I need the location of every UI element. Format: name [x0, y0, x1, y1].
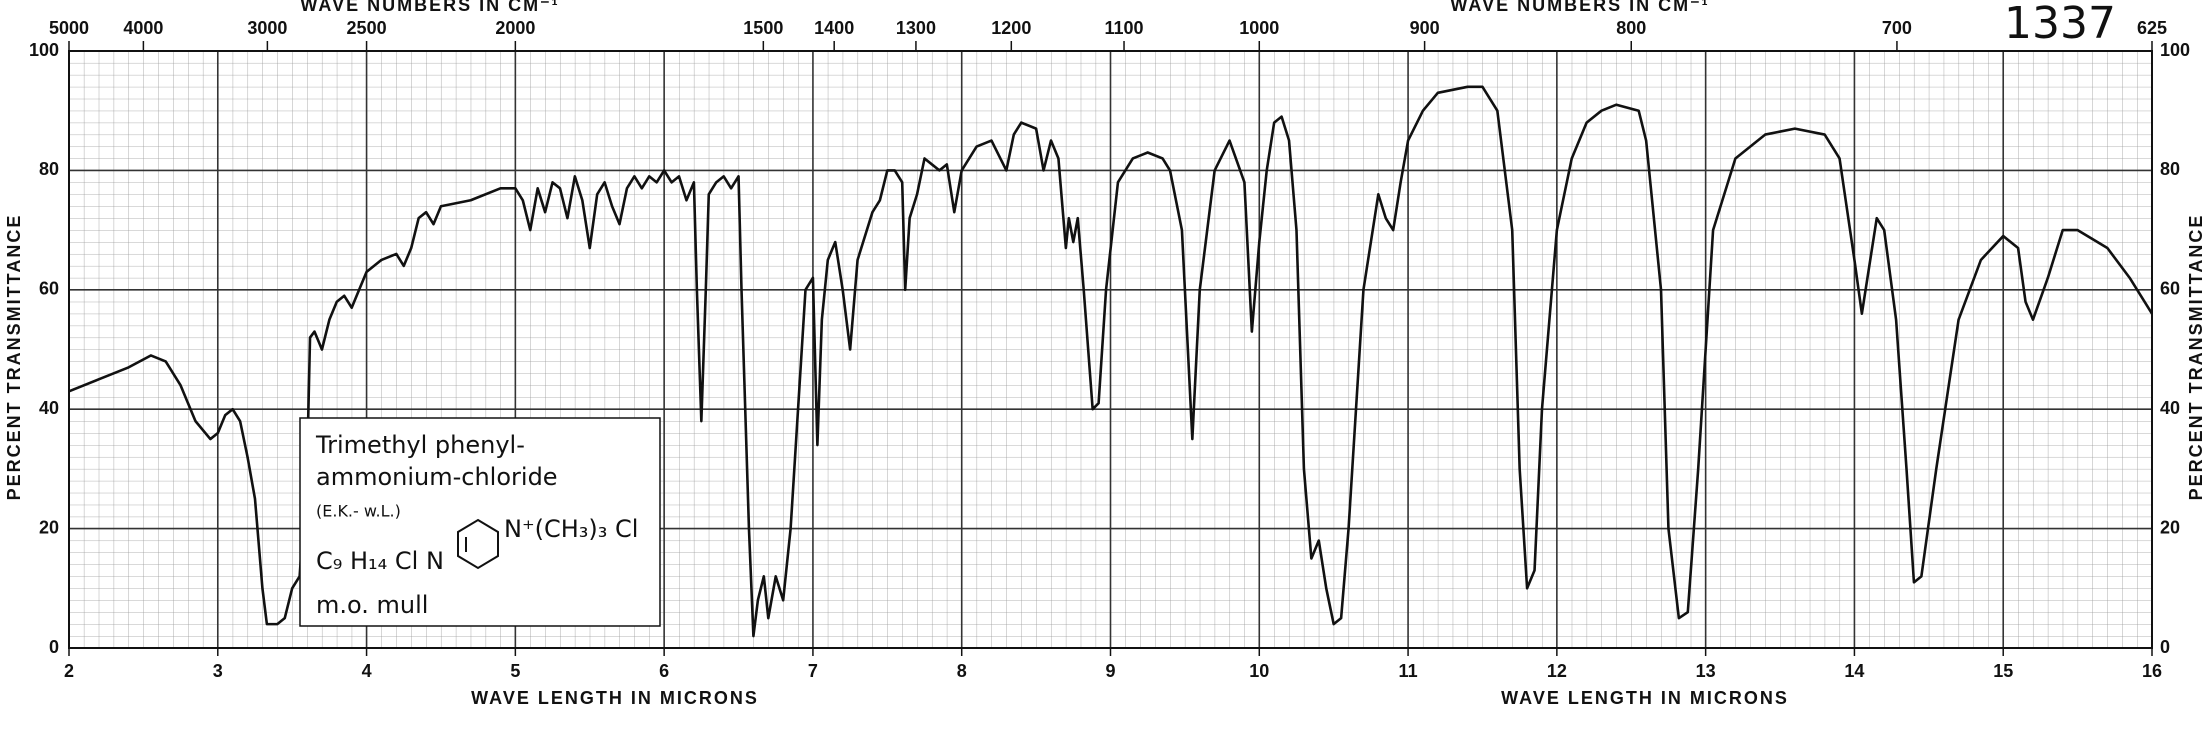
y-tick-label: 80 — [2160, 159, 2180, 179]
y-tick-label: 60 — [2160, 279, 2180, 299]
x2-tick-label: 625 — [2137, 18, 2167, 38]
y-tick-label: 60 — [39, 279, 59, 299]
x2-tick-label: 1200 — [991, 18, 1031, 38]
spectrum-line — [68, 85, 2154, 638]
annotation-frame — [299, 417, 661, 627]
x-tick-label: 7 — [808, 661, 818, 681]
x-axis-title: WAVE LENGTH IN MICRONS — [471, 688, 759, 708]
x2-tick-label: 1500 — [743, 18, 783, 38]
x2-tick-label: 1100 — [1104, 18, 1143, 38]
y-axis-title: PERCENT TRANSMITTANCE — [2186, 214, 2206, 501]
annotation: m.o. mull — [316, 591, 428, 619]
y-tick-label: 100 — [2160, 40, 2190, 60]
x2-tick-label: 1300 — [896, 18, 936, 38]
x-tick-label: 8 — [957, 661, 967, 681]
x-tick-label: 3 — [213, 661, 223, 681]
annotation: Trimethyl phenyl- — [315, 431, 525, 459]
y-tick-label: 80 — [39, 159, 59, 179]
x2-tick-label: 2000 — [495, 18, 535, 38]
x-tick-label: 4 — [362, 661, 372, 681]
x-tick-label: 2 — [64, 661, 74, 681]
x-tick-label: 10 — [1249, 661, 1269, 681]
x2-tick-label: 1000 — [1239, 18, 1279, 38]
y-tick-label: 20 — [2160, 517, 2180, 537]
y-axis-title: PERCENT TRANSMITTANCE — [4, 214, 24, 501]
x-tick-label: 9 — [1105, 661, 1115, 681]
x-tick-label: 11 — [1399, 661, 1418, 681]
annotation-box: Trimethyl phenyl- ammonium-chloride (E.K… — [299, 417, 661, 627]
annotation: C₉ H₁₄ Cl N — [316, 547, 444, 575]
x-tick-label: 12 — [1547, 661, 1567, 681]
x2-tick-label: 2500 — [347, 18, 387, 38]
y-tick-label: 0 — [49, 637, 59, 657]
x-tick-label: 16 — [2142, 661, 2162, 681]
y-tick-label: 20 — [39, 517, 59, 537]
x-tick-label: 14 — [1844, 661, 1864, 681]
annotation: ammonium-chloride — [316, 463, 558, 491]
benzene-ring — [457, 518, 499, 570]
y-tick-label: 0 — [2160, 637, 2170, 657]
x2-tick-label: 5000 — [49, 18, 89, 38]
x-tick-label: 13 — [1696, 661, 1716, 681]
y-tick-label: 40 — [2160, 398, 2180, 418]
sample-id: 1337 — [2004, 0, 2116, 49]
x-tick-label: 5 — [510, 661, 520, 681]
plot-frame — [68, 50, 2153, 649]
x-axis-title: WAVE LENGTH IN MICRONS — [1501, 688, 1789, 708]
x2-tick-label: 1400 — [814, 18, 854, 38]
annotation: N⁺(CH₃)₃ Cl — [504, 515, 638, 543]
y-tick-label: 100 — [29, 40, 59, 60]
x2-tick-label: 4000 — [123, 18, 163, 38]
x2-axis-title: WAVE NUMBERS IN CM⁻¹ — [1450, 0, 1709, 15]
x2-tick-label: 800 — [1616, 18, 1646, 38]
x-tick-label: 15 — [1993, 661, 2013, 681]
x2-axis-title: WAVE NUMBERS IN CM⁻¹ — [300, 0, 559, 15]
x2-tick-label: 900 — [1410, 18, 1440, 38]
y-tick-label: 40 — [39, 398, 59, 418]
x2-tick-label: 700 — [1882, 18, 1912, 38]
annotation: (E.K.- w.L.) — [316, 502, 401, 521]
x-tick-label: 6 — [659, 661, 669, 681]
x2-tick-label: 3000 — [247, 18, 287, 38]
